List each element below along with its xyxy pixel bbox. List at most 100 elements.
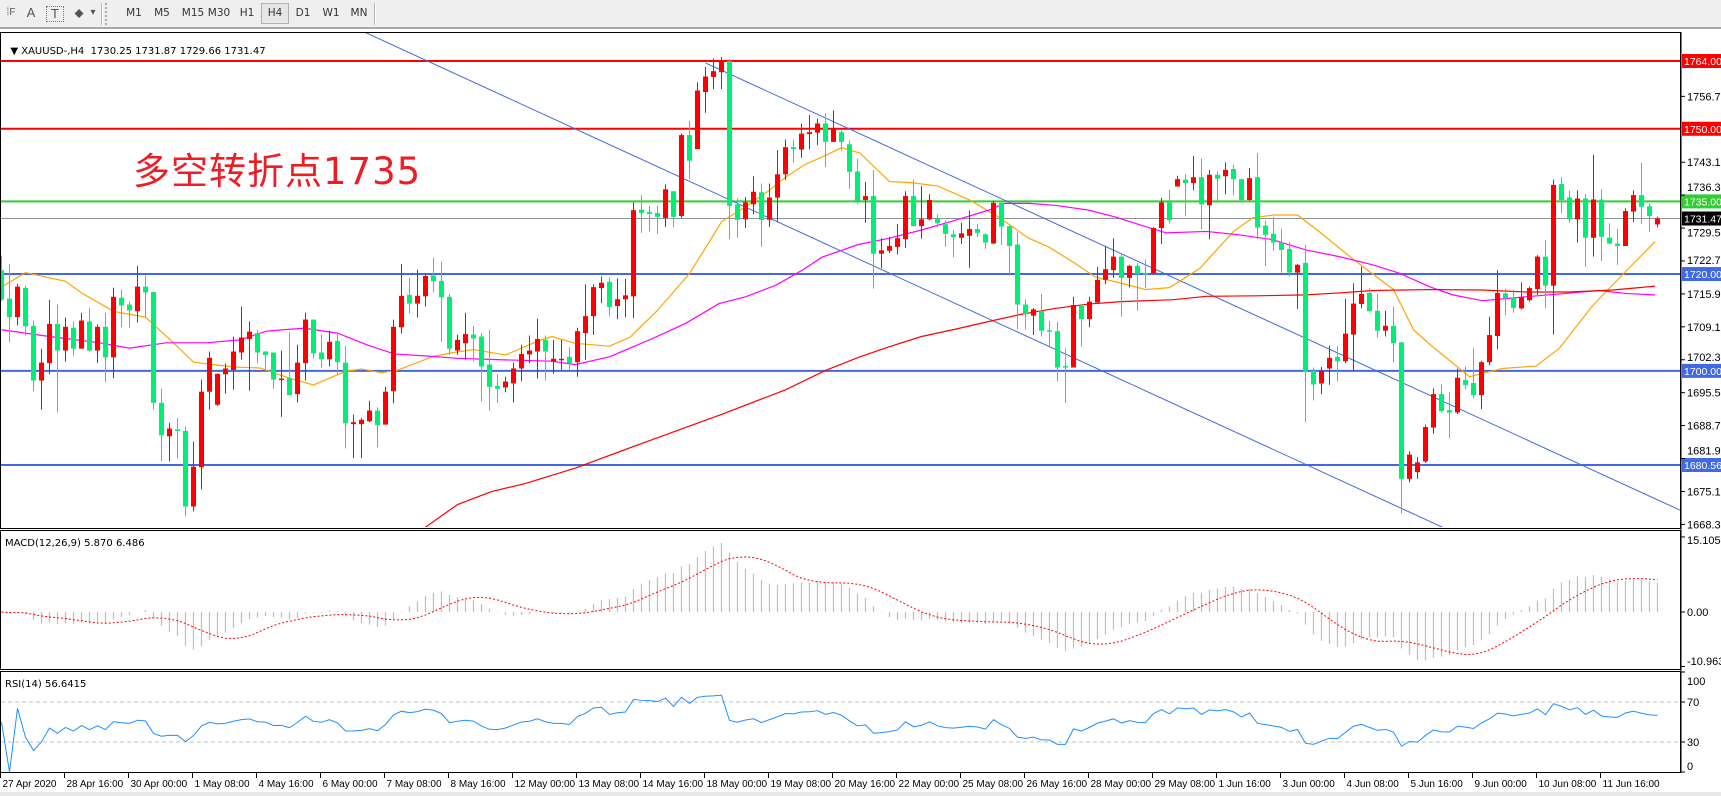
candle-body bbox=[1623, 211, 1628, 246]
candle bbox=[207, 351, 212, 410]
candle-body bbox=[1207, 174, 1212, 206]
collapse-triangle-icon[interactable]: ▼ bbox=[10, 46, 22, 57]
candle-body bbox=[1031, 309, 1036, 316]
chevron-down-icon[interactable]: ▾ bbox=[90, 7, 96, 18]
candle-body bbox=[31, 325, 36, 381]
timeframe-m30[interactable]: M30 bbox=[207, 7, 231, 19]
candle-body bbox=[119, 297, 124, 306]
price-level-tag bbox=[1682, 211, 1721, 226]
candle bbox=[271, 352, 276, 389]
price-tick-label: 1743.10 bbox=[1687, 157, 1721, 169]
candle-body bbox=[1015, 244, 1020, 305]
candle bbox=[287, 332, 292, 396]
candle bbox=[591, 284, 596, 336]
candle bbox=[871, 169, 876, 289]
candle bbox=[375, 407, 380, 448]
text-icon[interactable]: A bbox=[26, 5, 36, 20]
toolbar-grip[interactable] bbox=[105, 3, 107, 25]
candle bbox=[1479, 360, 1484, 410]
candle-body bbox=[7, 298, 12, 318]
candle-body bbox=[1391, 325, 1396, 344]
price-tick-label: 1681.90 bbox=[1687, 446, 1721, 458]
candle-body bbox=[1479, 362, 1484, 396]
candle-body bbox=[1599, 199, 1604, 237]
timeframe-m5[interactable]: M5 bbox=[154, 7, 170, 19]
candle bbox=[1623, 208, 1628, 246]
candle-body bbox=[1, 270, 4, 300]
candle bbox=[1431, 388, 1436, 434]
candle-body bbox=[959, 233, 964, 238]
candle bbox=[135, 265, 140, 323]
candle-body bbox=[735, 204, 740, 220]
candle bbox=[1, 255, 4, 302]
trendline[interactable] bbox=[705, 62, 1682, 511]
candle-body bbox=[671, 191, 676, 217]
candle-body bbox=[367, 410, 372, 422]
timeframe-h1[interactable]: H1 bbox=[239, 7, 255, 19]
axes: 1764.00 1750.00 1735.00 1731.47 1720.00 1700.… bbox=[0, 32, 1721, 790]
candle-body bbox=[1231, 168, 1236, 180]
candle bbox=[1015, 231, 1020, 330]
candle-body bbox=[1127, 265, 1132, 278]
candle-body bbox=[383, 391, 388, 425]
arrows-icon[interactable]: ⬥ bbox=[74, 5, 84, 20]
candle-body bbox=[1551, 184, 1556, 286]
candle-body bbox=[1535, 256, 1540, 290]
candle-body bbox=[1375, 310, 1380, 331]
candle-body bbox=[631, 210, 636, 297]
trendline[interactable] bbox=[366, 33, 1444, 528]
price-level-tag bbox=[1682, 194, 1721, 209]
candle-body bbox=[519, 353, 524, 369]
candle-body bbox=[767, 197, 772, 220]
pivot-annotation: 多空转折点1735 bbox=[133, 150, 422, 193]
candle bbox=[1575, 190, 1580, 243]
candle bbox=[655, 205, 660, 234]
candle bbox=[679, 133, 684, 218]
timeframe-d1[interactable]: D1 bbox=[295, 7, 311, 19]
candle bbox=[839, 130, 844, 152]
time-label: 4 Jun 08:00 bbox=[1347, 779, 1400, 790]
moving-average-fast bbox=[1, 147, 1656, 386]
candle bbox=[1415, 457, 1420, 479]
candle bbox=[1167, 189, 1172, 224]
timeframe-h4[interactable]: H4 bbox=[261, 3, 289, 24]
candle bbox=[1447, 392, 1452, 439]
candle-body bbox=[615, 299, 620, 307]
macd-label: MACD(12,26,9) bbox=[5, 538, 81, 549]
candle bbox=[975, 224, 980, 238]
timeframe-w1[interactable]: W1 bbox=[322, 7, 340, 19]
timeframe-m15[interactable]: M15 bbox=[181, 7, 205, 19]
candle bbox=[1207, 169, 1212, 240]
text-label-icon[interactable]: T bbox=[46, 6, 64, 22]
candle bbox=[543, 335, 548, 381]
time-label: 27 Apr 2020 bbox=[3, 779, 57, 790]
timeframe-m1[interactable]: M1 bbox=[126, 7, 142, 19]
candle-body bbox=[103, 326, 108, 358]
candle bbox=[615, 278, 620, 320]
price-tick-label: 1709.10 bbox=[1687, 322, 1721, 334]
candle-body bbox=[199, 391, 204, 468]
candle bbox=[999, 200, 1004, 245]
time-label: 28 Apr 16:00 bbox=[67, 779, 124, 790]
price-level-label: 1735.00 bbox=[1684, 196, 1721, 208]
candle-body bbox=[1327, 357, 1332, 369]
candle-body bbox=[207, 357, 212, 392]
candle-body bbox=[1399, 342, 1404, 479]
candle bbox=[431, 257, 436, 293]
candle-body bbox=[1087, 301, 1092, 320]
period-separator-icon[interactable]: ⁞F bbox=[6, 7, 16, 18]
candle-body bbox=[983, 234, 988, 243]
time-label: 25 May 08:00 bbox=[963, 779, 1024, 790]
candle bbox=[423, 274, 428, 307]
candle bbox=[1455, 368, 1460, 414]
macd-series bbox=[1, 542, 1659, 661]
candle bbox=[823, 113, 828, 168]
candle bbox=[1647, 203, 1652, 232]
candle-body bbox=[1055, 331, 1060, 368]
candles bbox=[1, 57, 1660, 517]
candle-body bbox=[455, 339, 460, 351]
candle bbox=[967, 210, 972, 268]
candle bbox=[607, 277, 612, 317]
timeframe-mn[interactable]: MN bbox=[350, 7, 368, 19]
